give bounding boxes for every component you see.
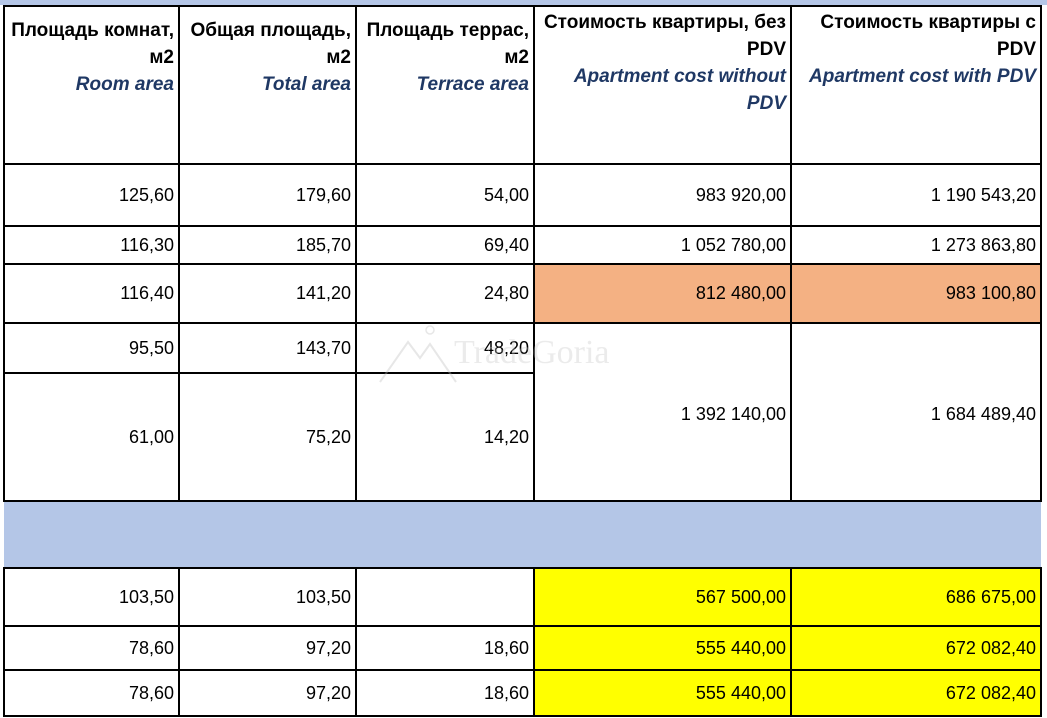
cell-room-area: 116,40 [3,263,180,324]
table-row: 61,00 75,20 14,20 [3,372,1041,502]
header-en: Apartment cost without PDV [573,66,786,114]
cell-cost-pdv: 672 082,40 [790,625,1042,671]
cell-cost-pdv: 672 082,40 [790,669,1042,717]
header-ru: Площадь комнат, м2 [11,20,174,68]
header-ru: Общая площадь, м2 [190,20,351,68]
header-ru: Стоимость квартиры с PDV [820,12,1036,60]
cell-terrace-area: 14,20 [355,372,535,502]
cell-total-area: 141,20 [178,263,357,324]
header-en: Room area [75,74,174,95]
header-en: Total area [261,74,351,95]
cell-terrace-area: 54,00 [355,163,535,227]
cell-cost-pdv: 1 190 543,20 [790,163,1042,227]
cell-terrace-area [355,567,535,627]
cell-cost: 1 052 780,00 [533,225,792,265]
cell-terrace-area: 18,60 [355,625,535,671]
cell-cost: 555 440,00 [533,669,792,717]
cell-cost: 983 920,00 [533,163,792,227]
table-row: 125,60 179,60 54,00 983 920,00 1 190 543… [3,163,1042,227]
cell-total-area: 143,70 [178,322,357,374]
cell-room-area: 103,50 [3,567,180,627]
cell-total-area: 75,20 [178,372,357,502]
cell-terrace-area: 69,40 [355,225,535,265]
header-cost-pdv: Стоимость квартиры с PDV Apartment cost … [790,5,1042,165]
table-row: 78,60 97,20 18,60 555 440,00 672 082,40 [3,669,1042,717]
price-table: Площадь комнат, м2 Room area Общая площа… [3,5,1042,717]
header-ru: Стоимость квартиры, без PDV [543,12,786,60]
cell-cost-pdv: 686 675,00 [790,567,1042,627]
cell-cost-merged: 1 392 140,00 [533,322,792,502]
cell-cost-pdv: 1 273 863,80 [790,225,1042,265]
header-en: Terrace area [416,74,529,95]
table-row: 95,50 143,70 48,20 1 392 140,00 1 684 48… [3,322,1042,502]
header-cost: Стоимость квартиры, без PDV Apartment co… [533,5,792,165]
cell-cost: 555 440,00 [533,625,792,671]
cell-room-area: 61,00 [3,372,180,502]
cell-total-area: 179,60 [178,163,357,227]
header-en: Apartment cost with PDV [809,66,1036,87]
separator-cell [4,500,1041,569]
top-strip [0,0,1047,5]
cell-total-area: 103,50 [178,567,357,627]
header-terrace-area: Площадь террас, м2 Terrace area [355,5,535,165]
cell-total-area: 185,70 [178,225,357,265]
cell-room-area: 125,60 [3,163,180,227]
cell-room-area: 116,30 [3,225,180,265]
cell-cost-pdv-merged: 1 684 489,40 [790,322,1042,502]
table-row: 78,60 97,20 18,60 555 440,00 672 082,40 [3,625,1042,671]
header-total-area: Общая площадь, м2 Total area [178,5,357,165]
table-row: 116,40 141,20 24,80 812 480,00 983 100,8… [3,263,1042,324]
cell-room-area: 78,60 [3,669,180,717]
table-row: 116,30 185,70 69,40 1 052 780,00 1 273 8… [3,225,1042,265]
header-row: Площадь комнат, м2 Room area Общая площа… [3,5,1042,165]
separator-band [4,500,1041,569]
cell-room-area: 78,60 [3,625,180,671]
cell-terrace-area: 24,80 [355,263,535,324]
table-row: 103,50 103,50 567 500,00 686 675,00 [3,567,1042,627]
cell-cost: 812 480,00 [533,263,792,324]
header-room-area: Площадь комнат, м2 Room area [3,5,180,165]
cell-cost-pdv: 983 100,80 [790,263,1042,324]
cell-room-area: 95,50 [3,322,180,374]
cell-total-area: 97,20 [178,669,357,717]
header-ru: Площадь террас, м2 [366,20,529,68]
cell-total-area: 97,20 [178,625,357,671]
cell-cost: 567 500,00 [533,567,792,627]
cell-terrace-area: 48,20 [355,322,535,374]
cell-terrace-area: 18,60 [355,669,535,717]
